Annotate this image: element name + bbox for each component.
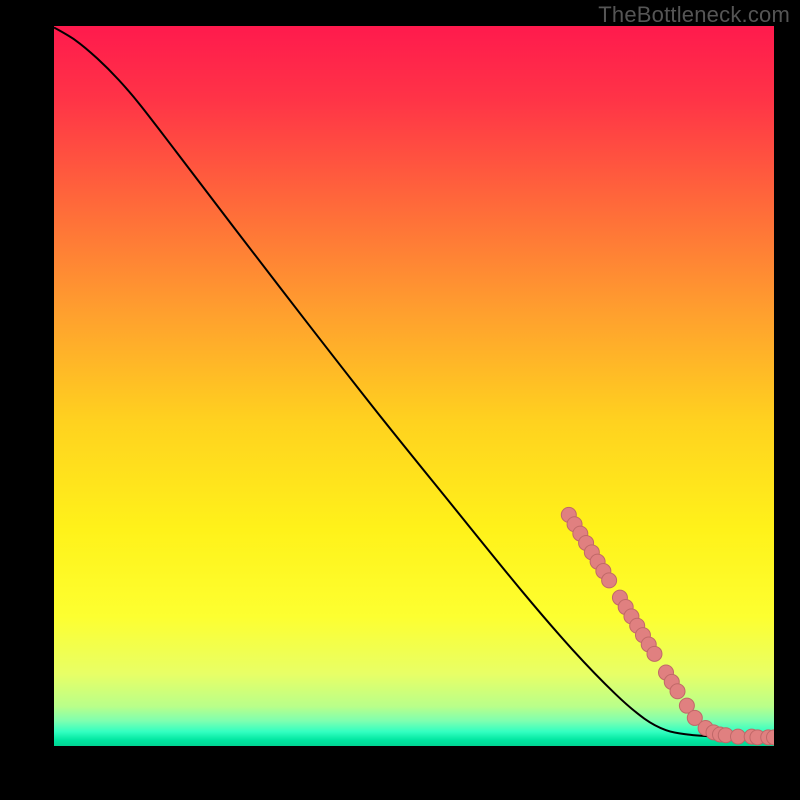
- data-marker: [731, 729, 746, 744]
- frame-bottom: [0, 746, 800, 800]
- curve-chart: [0, 0, 800, 800]
- data-marker: [647, 646, 662, 661]
- chart-container: TheBottleneck.com: [0, 0, 800, 800]
- frame-right: [774, 0, 800, 800]
- frame-left: [0, 0, 54, 800]
- data-marker: [602, 573, 617, 588]
- attribution-text: TheBottleneck.com: [598, 2, 790, 28]
- data-marker: [670, 684, 685, 699]
